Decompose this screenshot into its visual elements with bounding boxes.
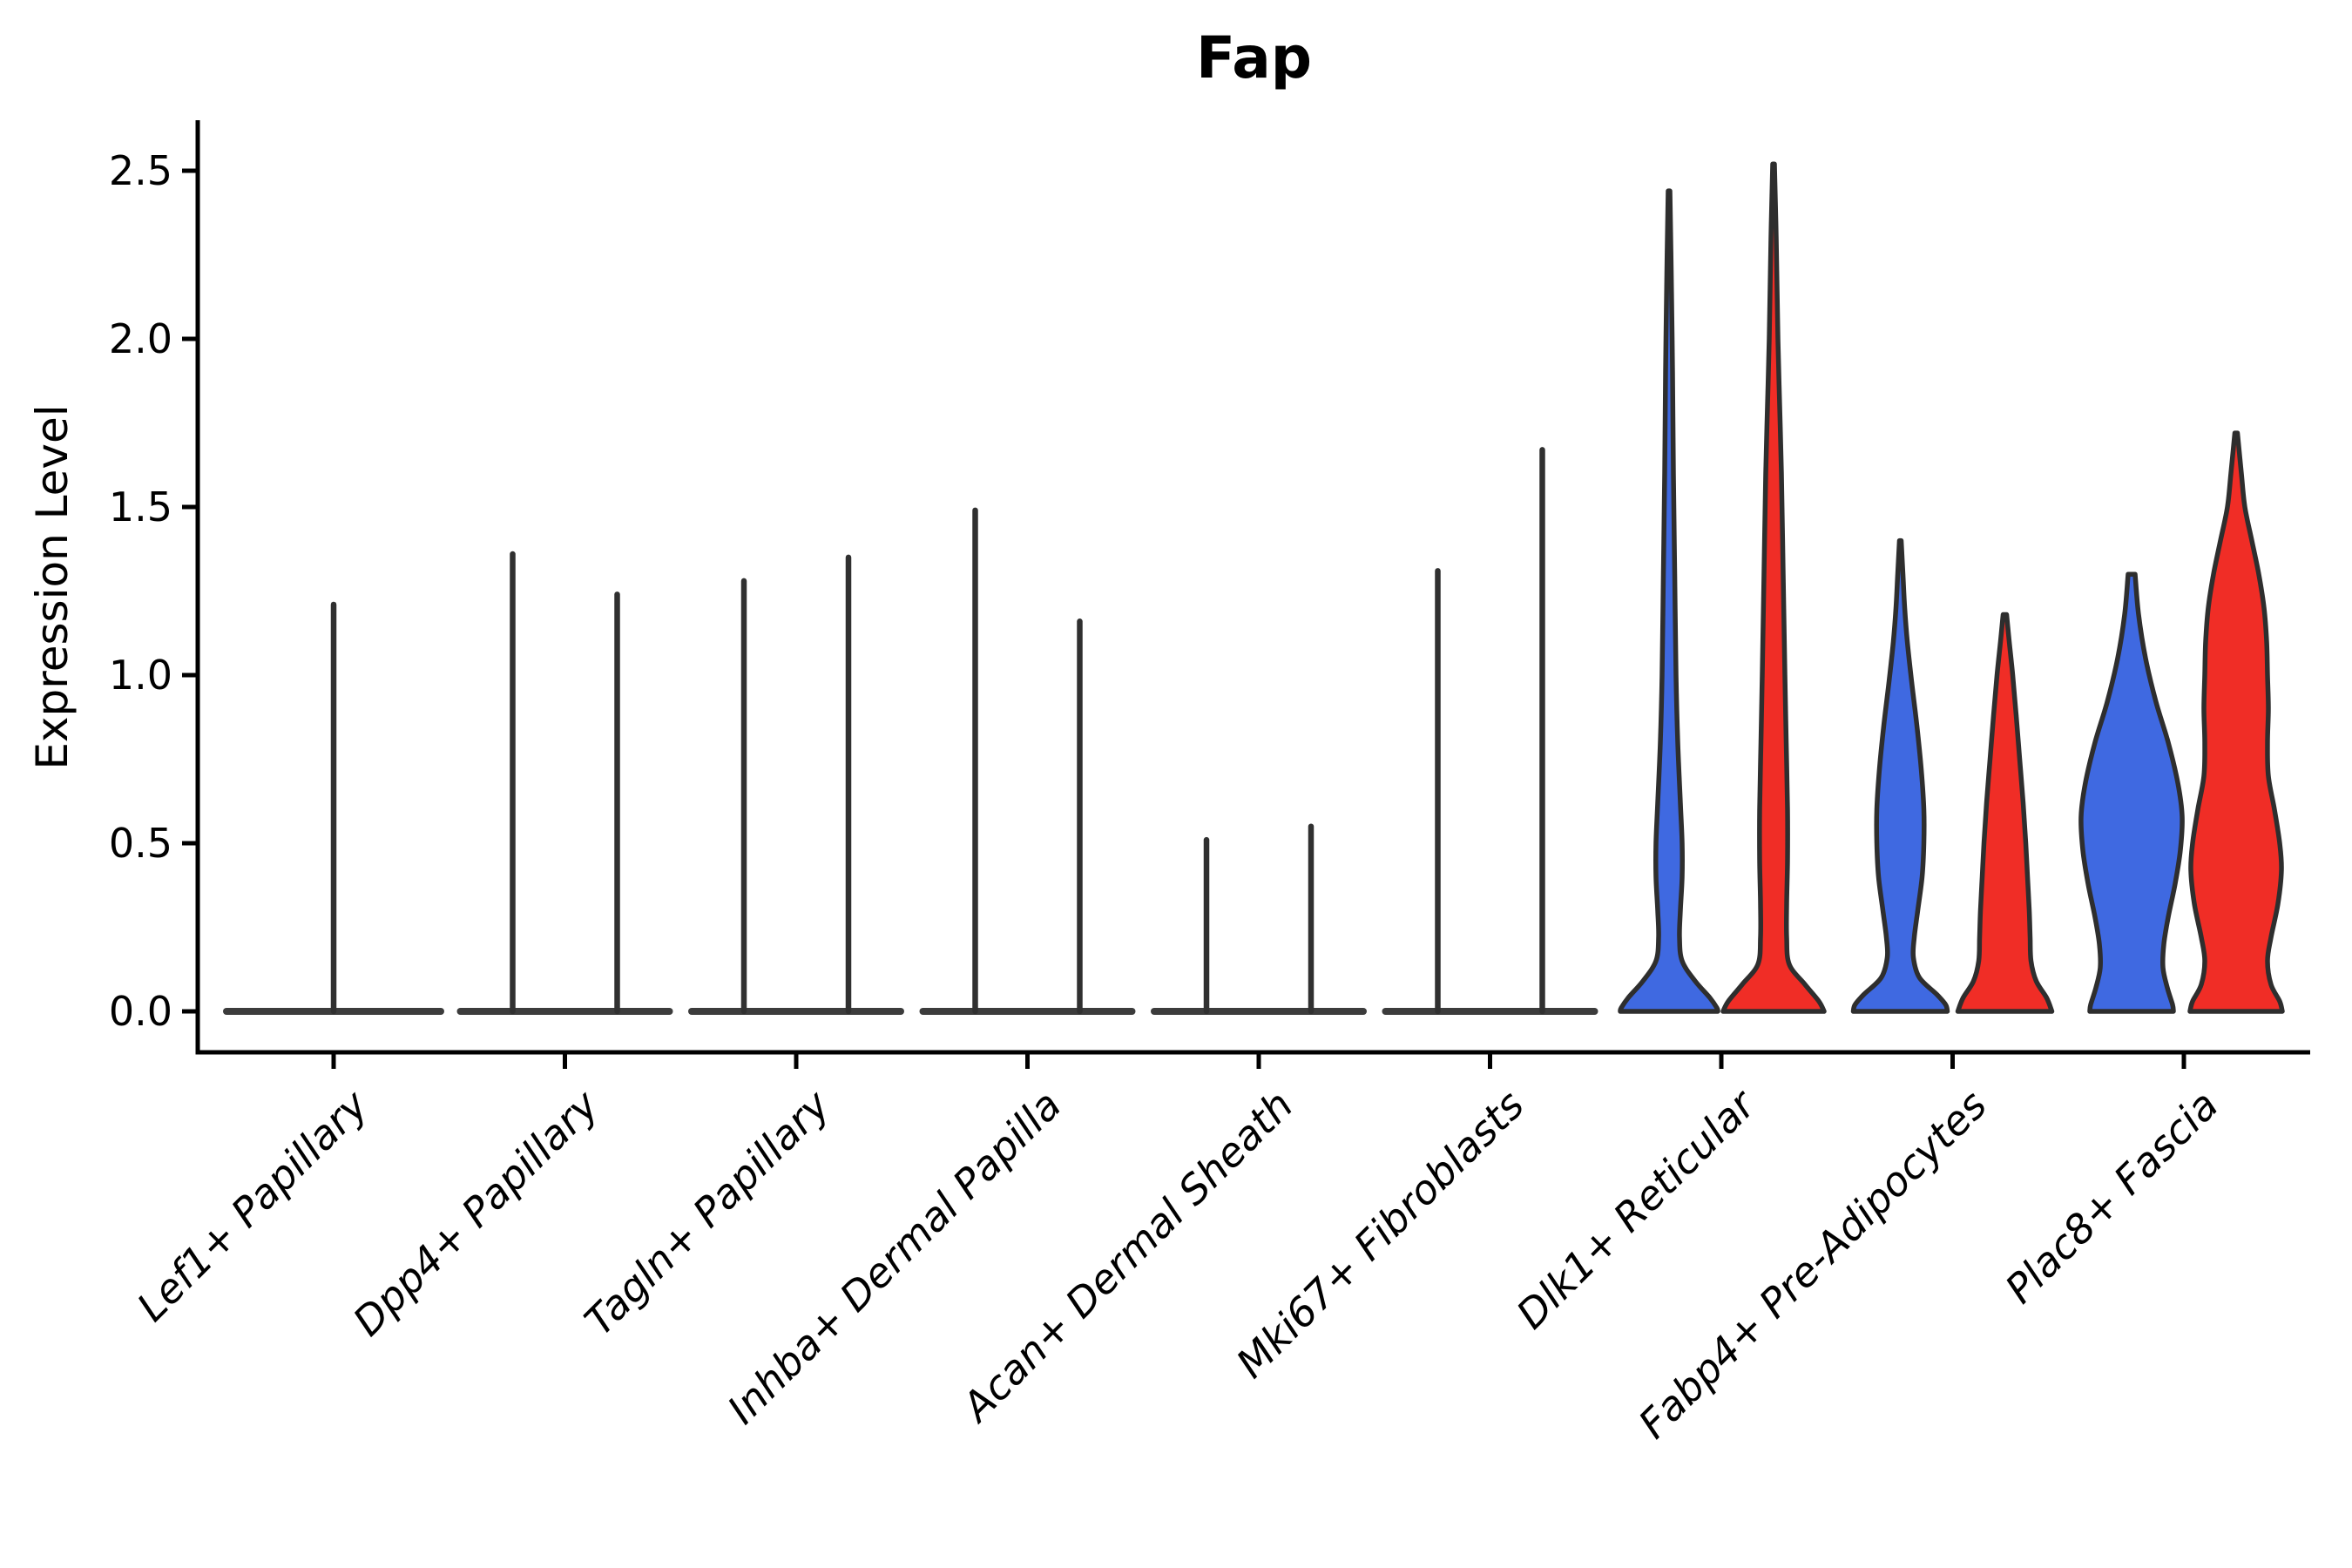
violins xyxy=(223,161,2285,1015)
y-tick-label: 0.0 xyxy=(108,988,172,1035)
y-tick-label: 1.0 xyxy=(108,652,172,699)
y-tick-label: 0.5 xyxy=(108,820,172,867)
axes xyxy=(182,120,2310,1069)
violin-body xyxy=(1720,161,1827,1014)
violin-body xyxy=(1618,188,1720,1014)
y-tick-label: 1.5 xyxy=(108,483,172,531)
y-tick-label: 2.5 xyxy=(108,147,172,194)
violin-body xyxy=(2187,430,2285,1014)
chart-title: Fap xyxy=(1196,24,1312,91)
violin-body xyxy=(2078,571,2185,1014)
violin-body xyxy=(1850,537,1950,1014)
y-tick-label: 2.0 xyxy=(108,315,172,362)
violin-body xyxy=(1955,612,2055,1014)
